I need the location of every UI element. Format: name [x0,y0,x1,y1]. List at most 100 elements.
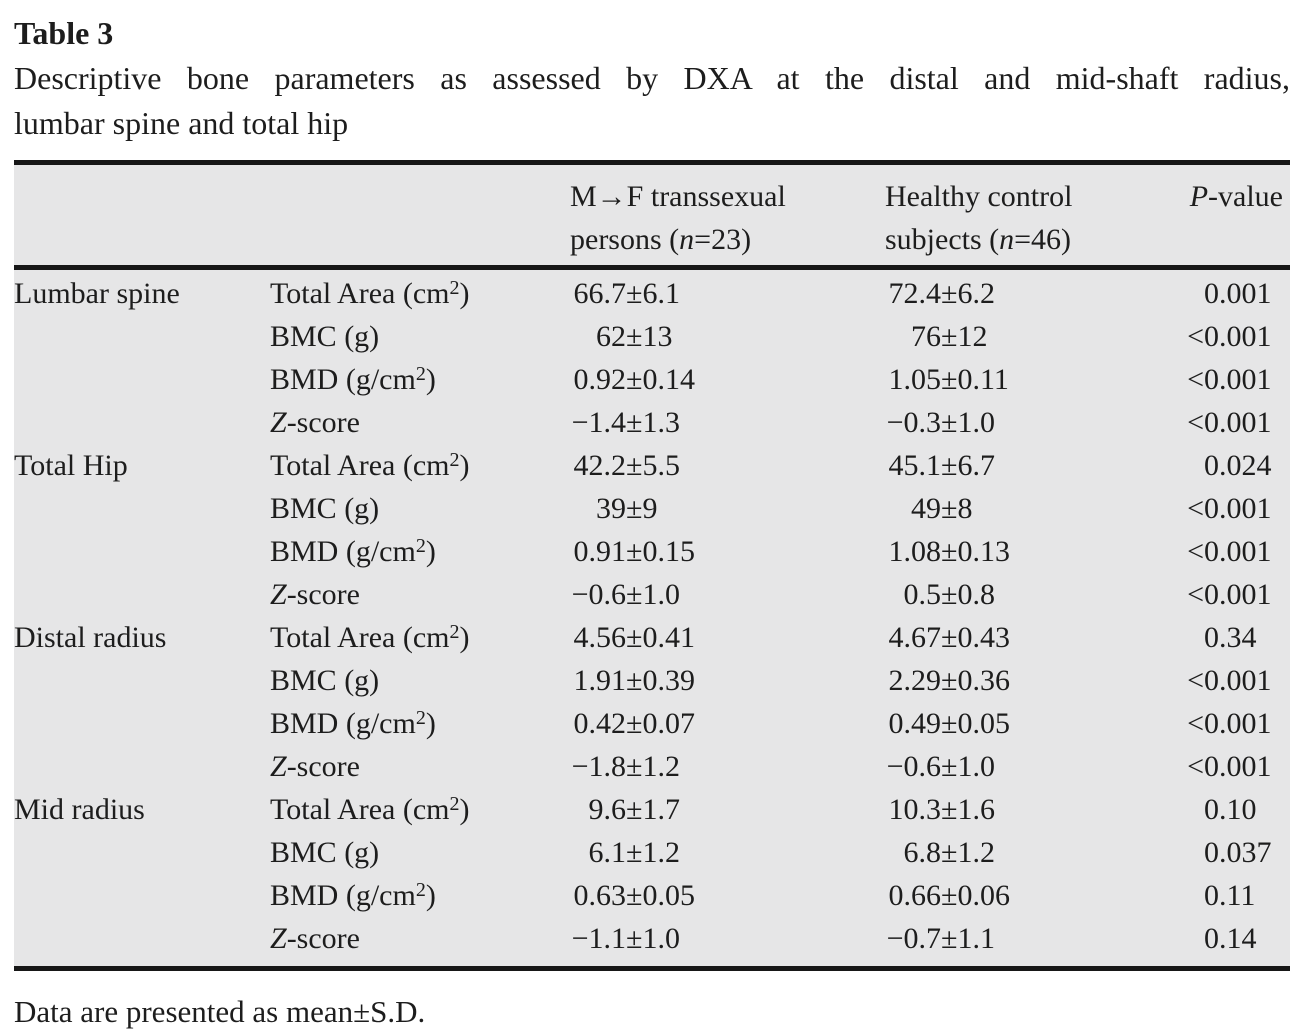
table-row: Z-score −0.6 ±1.0 0.5 ±0.8 <0.001 [14,573,1290,616]
column-header-pvalue: P-value [1189,180,1283,213]
value-cell-group2: 10.3 ±1.6 [888,793,995,826]
table-row: BMD (g/cm2) 0.42 ±0.07 0.49 ±0.05 <0.001 [14,702,1290,745]
pvalue-cell: <0.001 [1187,363,1272,396]
parameter-cell: Z-score [270,922,360,955]
parameter-cell: Total Area (cm2) [270,621,470,654]
table-row: Distal radius Total Area (cm2) 4.56 ±0.41 4.… [14,616,1290,659]
pvalue-cell: 0.024 [1204,449,1272,482]
region-cell: Lumbar spine [14,277,180,310]
value-cell-group1: 9.6 ±1.7 [588,793,680,826]
pvalue-cell: <0.001 [1187,406,1272,439]
parameter-cell: BMC (g) [270,836,380,869]
value-cell-group2: 1.08 ±0.13 [888,535,1010,568]
value-cell-group2: 0.5 ±0.8 [903,578,995,611]
parameter-cell: BMC (g) [270,492,380,525]
table-row: Mid radius Total Area (cm2) 9.6 ±1.7 10.3 ±1.… [14,788,1290,831]
parameter-cell: Total Area (cm2) [270,277,470,310]
pvalue-cell: 0.037 [1204,836,1272,869]
pvalue-cell: <0.001 [1187,578,1272,611]
value-cell-group2: 45.1 ±6.7 [888,449,995,482]
value-cell-group2: −0.7 ±1.1 [886,922,995,955]
pvalue-cell: <0.001 [1187,664,1272,697]
value-cell-group1: 66.7 ±6.1 [573,277,680,310]
column-header-group1-line1: M→F transsexual [570,180,786,213]
value-cell-group2: 1.05 ±0.11 [888,363,1009,396]
value-cell-group2: 76 ±12 [911,320,988,353]
parameter-cell: Z-score [270,578,360,611]
value-cell-group2: 4.67 ±0.43 [888,621,1010,654]
value-cell-group1: 6.1 ±1.2 [588,836,680,869]
region-cell [14,702,270,745]
parameter-cell: Total Area (cm2) [270,449,470,482]
parameter-cell: BMD (g/cm2) [270,879,436,912]
parameter-cell: BMD (g/cm2) [270,535,436,568]
region-cell [14,659,270,702]
parameter-cell: BMC (g) [270,664,380,697]
value-cell-group2: 6.8 ±1.2 [903,836,995,869]
value-cell-group1: −1.1 ±1.0 [571,922,680,955]
region-cell: Total Hip [14,449,128,482]
region-cell [14,315,270,358]
parameter-cell: Z-score [270,750,360,783]
column-header-group1-line2: persons (n=23) [570,223,752,256]
parameter-cell: BMD (g/cm2) [270,707,436,740]
pvalue-cell: 0.001 [1204,277,1272,310]
pvalue-cell: <0.001 [1187,320,1272,353]
parameter-cell: BMC (g) [270,320,380,353]
value-cell-group2: 49 ±8 [911,492,973,525]
value-cell-group2: 2.29 ±0.36 [888,664,1010,697]
table-row: BMC (g) 39 ±9 49 ±8 <0.001 [14,487,1290,530]
value-cell-group1: −0.6 ±1.0 [571,578,680,611]
region-cell [14,874,270,917]
value-cell-group1: 0.92 ±0.14 [573,363,695,396]
pvalue-cell: <0.001 [1187,535,1272,568]
caption-line-1: Descriptive bone parameters as assessed … [14,60,1290,96]
value-cell-group1: 0.63 ±0.05 [573,879,695,912]
value-cell-group1: 39 ±9 [596,492,658,525]
region-cell [14,917,270,960]
table-row: Lumbar spine Total Area (cm2) 66.7 ±6.1 72.4… [14,272,1290,315]
value-cell-group1: 0.91 ±0.15 [573,535,695,568]
value-cell-group2: −0.3 ±1.0 [886,406,995,439]
value-cell-group1: −1.4 ±1.3 [571,406,680,439]
pvalue-cell: <0.001 [1187,707,1272,740]
pvalue-cell: 0.11 [1204,879,1256,912]
value-cell-group1: 42.2 ±5.5 [573,449,680,482]
table-row: BMD (g/cm2) 0.92 ±0.14 1.05 ±0.11 <0.001 [14,358,1290,401]
region-cell: Mid radius [14,793,145,826]
value-cell-group2: 0.66 ±0.06 [888,879,1010,912]
table-row: BMC (g) 6.1 ±1.2 6.8 ±1.2 0.037 [14,831,1290,874]
table-row: Total Hip Total Area (cm2) 42.2 ±5.5 45.1 ±6.… [14,444,1290,487]
table-footnote: Data are presented as mean±S.D. [14,994,426,1029]
pvalue-cell: 0.14 [1204,922,1257,955]
value-cell-group1: 62 ±13 [596,320,673,353]
caption-line-2: lumbar spine and total hip [14,105,349,141]
value-cell-group1: 4.56 ±0.41 [573,621,695,654]
table-row: Z-score −1.1 ±1.0 −0.7 ±1.1 0.14 [14,917,1290,960]
region-cell [14,831,270,874]
region-cell [14,530,270,573]
parameter-cell: Z-score [270,406,360,439]
value-cell-group1: −1.8 ±1.2 [571,750,680,783]
header-parameter-spacer [270,175,570,261]
data-table: M→F transsexual persons (n=23) Healthy c… [14,160,1290,971]
table-row: BMC (g) 62 ±13 76 ±12 <0.001 [14,315,1290,358]
region-cell [14,358,270,401]
region-cell: Distal radius [14,621,167,654]
pvalue-cell: <0.001 [1187,750,1272,783]
value-cell-group2: −0.6 ±1.0 [886,750,995,783]
table-row: BMD (g/cm2) 0.91 ±0.15 1.08 ±0.13 <0.001 [14,530,1290,573]
table-row: Z-score −1.8 ±1.2 −0.6 ±1.0 <0.001 [14,745,1290,788]
table-caption: Descriptive bone parameters as assessed … [14,56,1290,146]
pvalue-cell: 0.34 [1204,621,1257,654]
table-row: BMC (g) 1.91 ±0.39 2.29 ±0.36 <0.001 [14,659,1290,702]
region-cell [14,401,270,444]
table-row: Z-score −1.4 ±1.3 −0.3 ±1.0 <0.001 [14,401,1290,444]
parameter-cell: Total Area (cm2) [270,793,470,826]
parameter-cell: BMD (g/cm2) [270,363,436,396]
header-region-spacer [14,175,270,261]
column-header-group1: M→F transsexual persons (n=23) [570,175,885,261]
value-cell-group1: 1.91 ±0.39 [573,664,695,697]
